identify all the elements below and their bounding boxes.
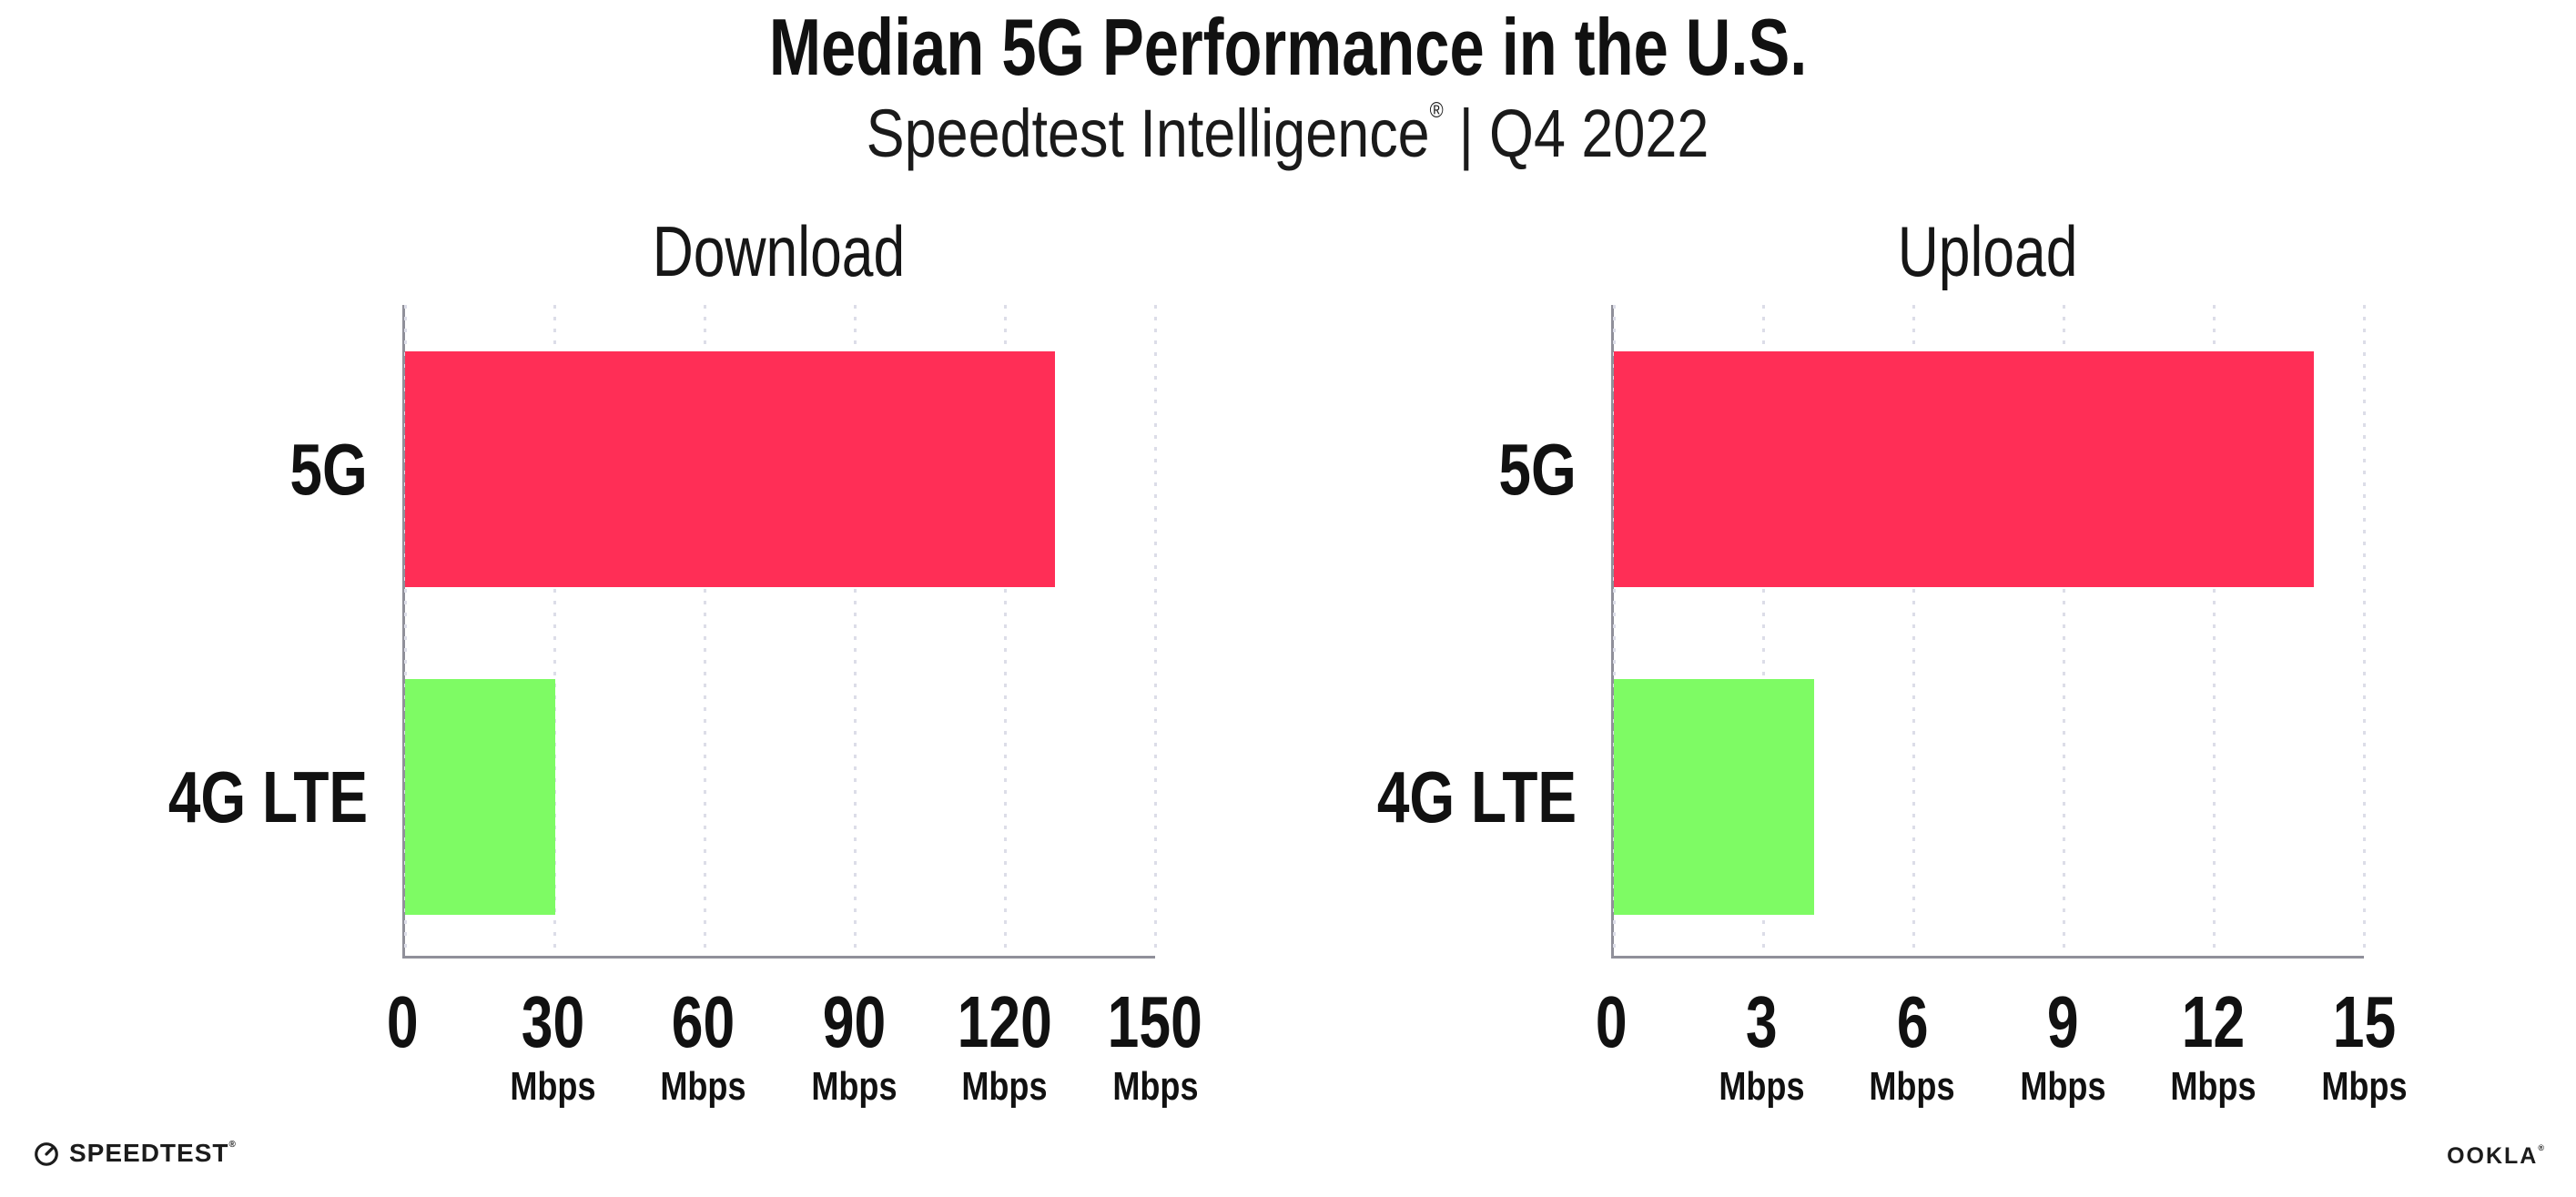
gridline bbox=[2062, 305, 2065, 956]
tick-unit-text: Mbps bbox=[2320, 1064, 2408, 1109]
tick-unit: Mbps bbox=[594, 1066, 813, 1108]
gridline bbox=[553, 305, 557, 956]
plot-area bbox=[402, 305, 1157, 959]
registered-mark: ® bbox=[1430, 98, 1445, 123]
plot-area bbox=[1611, 305, 2366, 959]
x-tick-label: 0 bbox=[1502, 986, 1720, 1059]
category-label-text: 5G bbox=[289, 428, 368, 510]
category-label-text: 4G LTE bbox=[1376, 756, 1577, 837]
tick-value: 60 bbox=[672, 981, 735, 1062]
ookla-trademark: ® bbox=[2538, 1143, 2546, 1152]
tick-unit: Mbps bbox=[2104, 1066, 2323, 1108]
category-label: 5G bbox=[1479, 424, 1577, 515]
bar-5g bbox=[1614, 351, 2315, 587]
gridline bbox=[1153, 305, 1157, 956]
tick-unit-text: Mbps bbox=[510, 1064, 596, 1109]
tick-unit: Mbps bbox=[443, 1066, 662, 1108]
tick-unit: Mbps bbox=[1953, 1066, 2172, 1108]
tick-unit: Mbps bbox=[2255, 1066, 2473, 1108]
chart-title: Upload bbox=[1611, 214, 2364, 289]
category-label-text: 5G bbox=[1498, 428, 1577, 510]
speedtest-logo: SPEEDTEST® bbox=[33, 1140, 237, 1167]
upload-chart: Upload 0 3 Mbps 6 Mbps 9 Mbps 12 Mbps 15 Mbps 5G 4G L… bbox=[1377, 214, 2407, 1108]
ookla-wordmark-text: OOKLA bbox=[2447, 1143, 2539, 1169]
page-subtitle-text: Speedtest Intelligence® | Q4 2022 bbox=[867, 93, 1709, 175]
tick-unit: Mbps bbox=[1803, 1066, 2022, 1108]
tick-unit-text: Mbps bbox=[660, 1064, 746, 1109]
tick-value: 6 bbox=[1896, 981, 1929, 1062]
tick-value: 3 bbox=[1746, 981, 1778, 1062]
x-tick-label: 6 Mbps bbox=[1803, 986, 2022, 1108]
ookla-logo: OOKLA® bbox=[2447, 1143, 2546, 1169]
x-tick-label: 120 Mbps bbox=[896, 986, 1114, 1108]
gridline bbox=[2212, 305, 2216, 956]
subtitle-brand: Speedtest Intelligence bbox=[867, 96, 1431, 171]
tick-unit: Mbps bbox=[1046, 1066, 1264, 1108]
gridline bbox=[2362, 305, 2366, 956]
tick-unit-text: Mbps bbox=[1719, 1064, 1805, 1109]
chart-title: Download bbox=[402, 214, 1155, 289]
chart-title-text: Upload bbox=[1897, 211, 2078, 291]
tick-value: 15 bbox=[2332, 981, 2396, 1062]
category-label: 4G LTE bbox=[1327, 752, 1577, 843]
tick-value: 0 bbox=[1595, 981, 1628, 1062]
page-subtitle: Speedtest Intelligence® | Q4 2022 bbox=[0, 93, 2576, 175]
gridline bbox=[403, 305, 407, 956]
bar-4g-lte bbox=[1614, 679, 1814, 915]
subtitle-period: Q4 2022 bbox=[1489, 96, 1709, 171]
tick-unit: Mbps bbox=[896, 1066, 1114, 1108]
chart-title-text: Download bbox=[652, 211, 906, 291]
gridline bbox=[1762, 305, 1766, 956]
subtitle-divider: | bbox=[1459, 96, 1475, 171]
speedtest-wordmark-text: SPEEDTEST bbox=[69, 1139, 229, 1167]
category-label: 5G bbox=[270, 424, 368, 515]
tick-value: 30 bbox=[521, 981, 585, 1062]
tick-unit: Mbps bbox=[745, 1066, 963, 1108]
tick-unit-text: Mbps bbox=[811, 1064, 898, 1109]
category-label-text: 4G LTE bbox=[167, 756, 368, 837]
tick-value: 90 bbox=[822, 981, 886, 1062]
tick-unit-text: Mbps bbox=[1869, 1064, 1955, 1109]
x-tick-label: 15 Mbps bbox=[2255, 986, 2473, 1108]
x-tick-label: 30 Mbps bbox=[443, 986, 662, 1108]
category-label: 4G LTE bbox=[118, 752, 368, 843]
x-tick-label: 90 Mbps bbox=[745, 986, 963, 1108]
tick-unit: Mbps bbox=[1652, 1066, 1871, 1108]
bar-5g bbox=[405, 351, 1056, 587]
x-tick-label: 3 Mbps bbox=[1652, 986, 1871, 1108]
tick-value: 12 bbox=[2181, 981, 2246, 1062]
bar-4g-lte bbox=[405, 679, 555, 915]
speedtest-wordmark: SPEEDTEST® bbox=[69, 1140, 237, 1167]
download-chart: Download 0 30 Mbps 60 Mbps 90 Mbps 120 Mbps 150 Mbp… bbox=[168, 214, 1202, 1108]
page-title: Median 5G Performance in the U.S. bbox=[0, 5, 2576, 89]
tick-value: 9 bbox=[2046, 981, 2079, 1062]
tick-value: 120 bbox=[957, 981, 1052, 1062]
tick-unit-text: Mbps bbox=[961, 1064, 1048, 1109]
x-tick-label: 9 Mbps bbox=[1953, 986, 2172, 1108]
gridline bbox=[853, 305, 857, 956]
x-tick-label: 12 Mbps bbox=[2104, 986, 2323, 1108]
page-title-text: Median 5G Performance in the U.S. bbox=[768, 2, 1808, 92]
tick-value: 150 bbox=[1107, 981, 1203, 1062]
tick-unit-text: Mbps bbox=[1111, 1064, 1199, 1109]
gridline bbox=[1912, 305, 1916, 956]
gridline bbox=[1612, 305, 1616, 956]
speedtest-trademark: ® bbox=[228, 1140, 237, 1150]
x-tick-label: 150 Mbps bbox=[1046, 986, 1264, 1108]
gridline bbox=[1003, 305, 1007, 956]
x-tick-label: 0 bbox=[293, 986, 512, 1059]
gridline bbox=[704, 305, 707, 956]
speedtest-gauge-icon bbox=[35, 1142, 58, 1166]
x-tick-label: 60 Mbps bbox=[594, 986, 813, 1108]
tick-unit-text: Mbps bbox=[2020, 1064, 2106, 1109]
tick-unit-text: Mbps bbox=[2170, 1064, 2257, 1109]
tick-value: 0 bbox=[386, 981, 419, 1062]
